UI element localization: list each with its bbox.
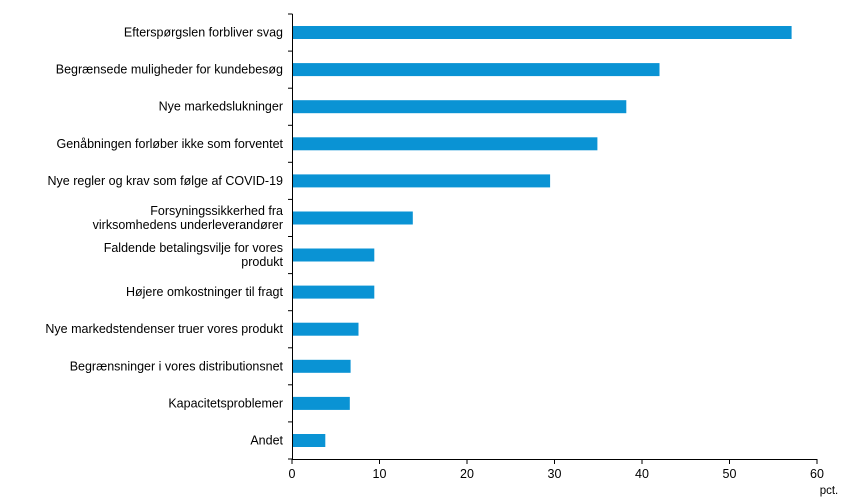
category-labels: Efterspørgslen forbliver svag Begrænsede … (45, 26, 283, 448)
category-label-5: Forsyningssikkerhed fra virksomhedens und… (93, 204, 283, 232)
bars-group (292, 26, 792, 447)
x-tick-label-2: 20 (460, 467, 474, 481)
category-label-9: Begrænsninger i vores distributionsnet (70, 359, 284, 373)
category-label-2: Nye markedslukninger (159, 100, 283, 114)
category-label-10: Kapacitetsproblemer (168, 396, 283, 410)
bar-7 (292, 285, 375, 299)
category-label-11: Andet (250, 434, 283, 448)
x-tick-label-5: 50 (723, 467, 737, 481)
category-label-3: Genåbningen forløber ikke som forventet (56, 137, 283, 151)
category-label-1: Begrænsede muligheder for kundebesøg (56, 63, 283, 77)
bar-9 (292, 359, 351, 373)
axes (288, 13, 818, 464)
bar-6 (292, 248, 375, 262)
bar-11 (292, 434, 326, 447)
x-tick-label-1: 10 (373, 467, 387, 481)
x-tick-label-3: 30 (548, 467, 562, 481)
x-tick-label-0: 0 (289, 467, 296, 481)
category-label-8: Nye markedstendenser truer vores produkt (45, 322, 283, 336)
x-tick-label-6: 60 (810, 467, 824, 481)
bar-4 (292, 174, 551, 188)
bar-0 (292, 26, 792, 39)
x-axis-unit-label: pct. (820, 485, 839, 497)
category-label-4: Nye regler og krav som følge af COVID-19 (48, 174, 284, 188)
bar-1 (292, 63, 660, 77)
bar-2 (292, 100, 627, 114)
category-label-6: Faldende betalingsvilje for vores produkt (104, 241, 284, 269)
bar-8 (292, 322, 359, 336)
bar-3 (292, 137, 598, 151)
bar-10 (292, 396, 350, 410)
x-tick-label-4: 40 (635, 467, 649, 481)
category-label-0: Efterspørgslen forbliver svag (124, 26, 283, 40)
bar-5 (292, 211, 413, 225)
x-tick-labels: 0 10 20 30 40 50 60 (289, 467, 824, 481)
category-label-7: Højere omkostninger til fragt (126, 285, 284, 299)
